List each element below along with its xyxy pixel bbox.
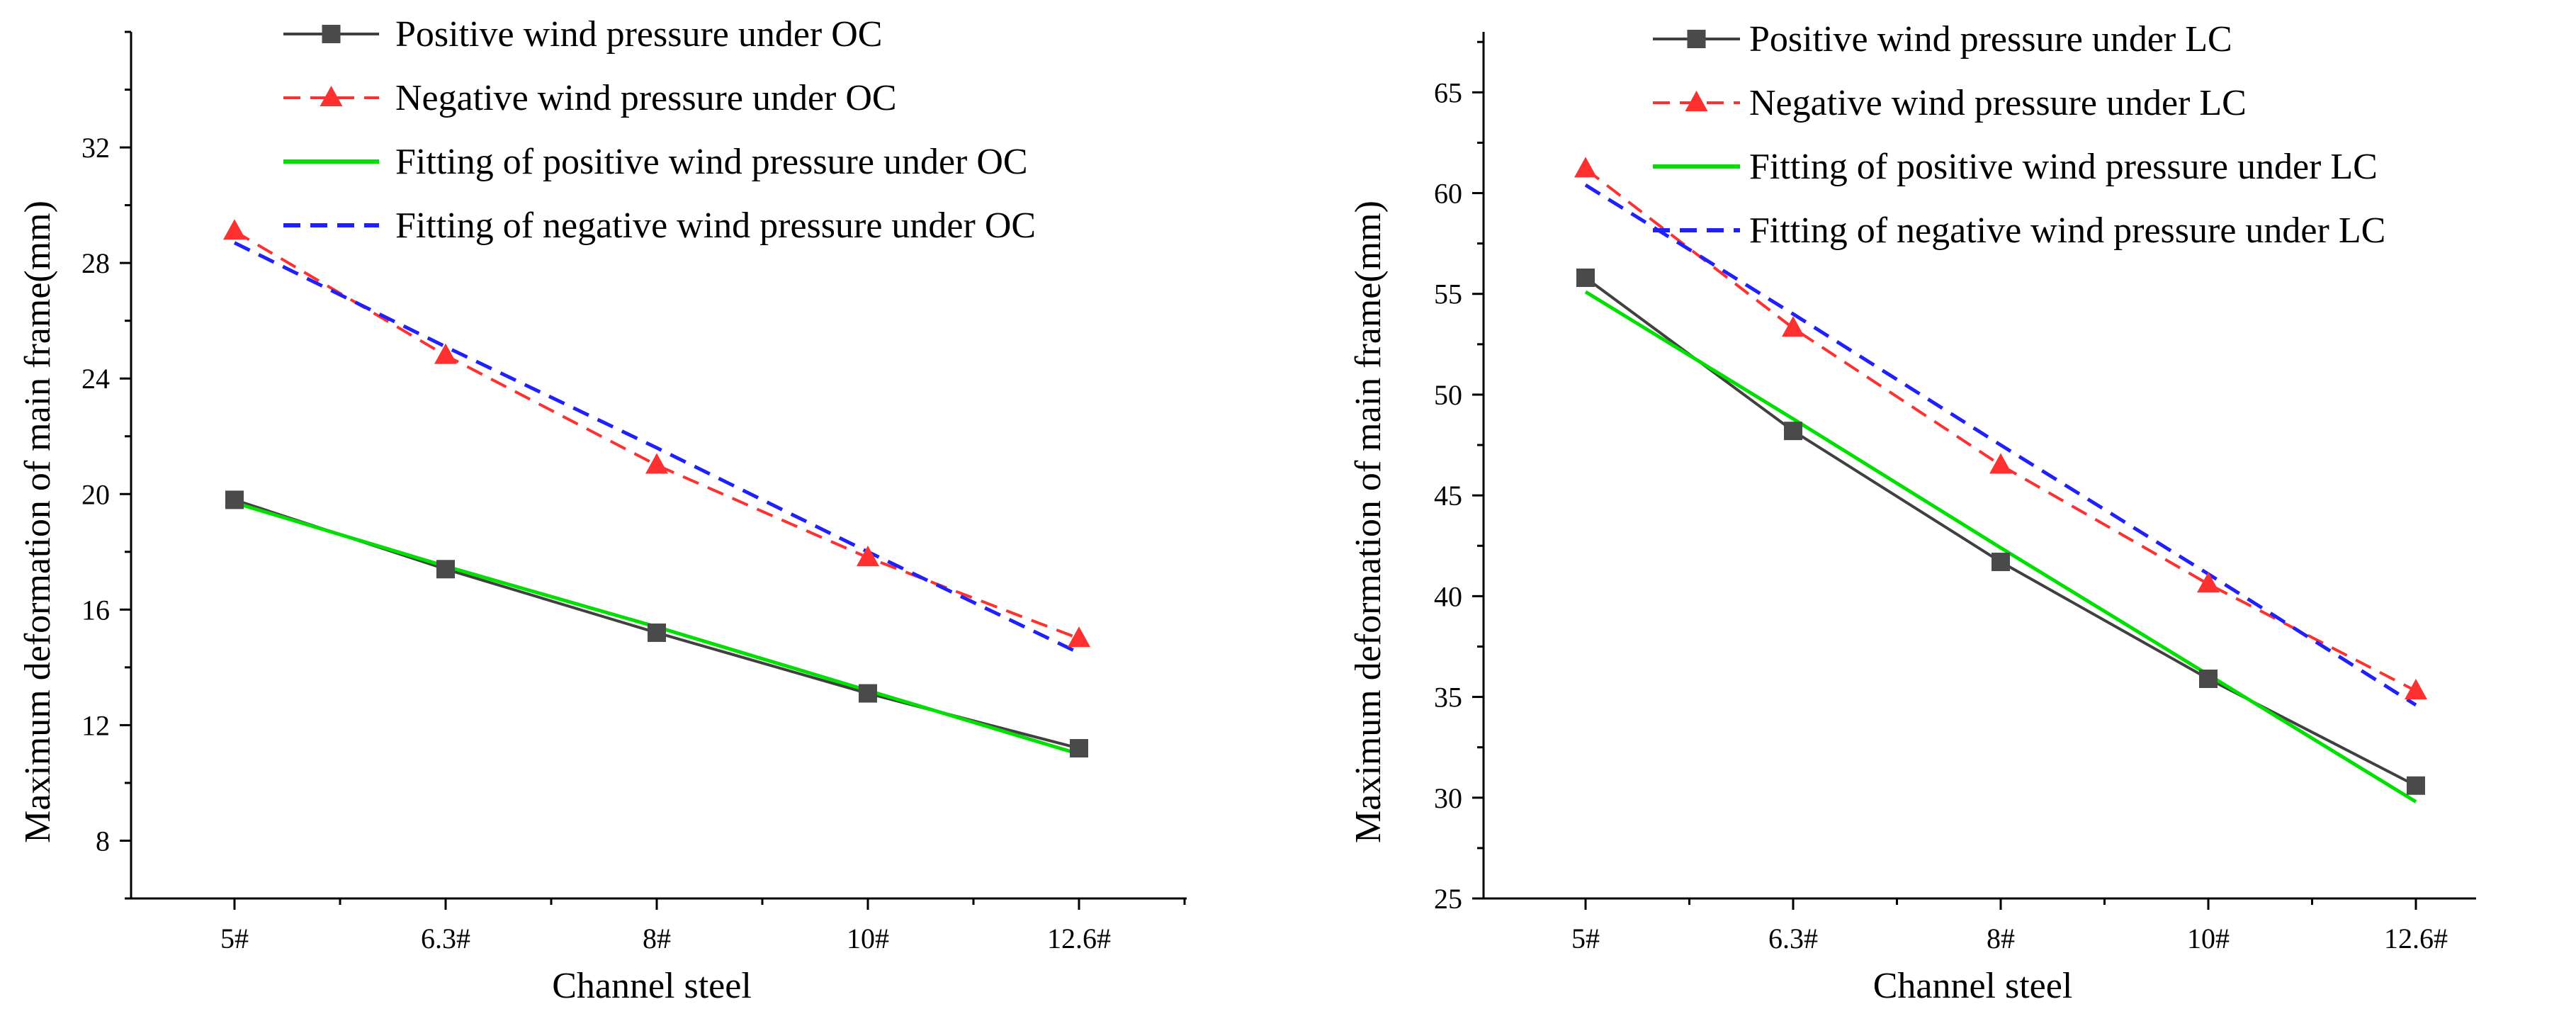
chart-2: 25 30 35 40 45 50 55 60 65 5# 6.3# 8# 10# 12.6# Channe…	[1348, 19, 2476, 1006]
chart-2-series-1-point	[2407, 776, 2425, 795]
chart-2-y-axis-label: Maximum deformation of main frame(mm)	[1348, 201, 1389, 843]
chart-1-series-2-point	[223, 219, 246, 240]
chart-2-y-tick-label: 35	[1434, 682, 1462, 714]
chart-2-x-tick-label: 10#	[2187, 923, 2230, 954]
chart-1-legend-marker	[322, 25, 341, 43]
chart-2-x-tick-label: 8#	[1987, 923, 2015, 954]
chart-1-legend-entry: Negative wind pressure under OC	[395, 78, 897, 118]
chart-2-legend-marker	[1685, 91, 1708, 111]
chart-1-series-1-point	[436, 560, 455, 579]
chart-1-series-2-point	[645, 453, 668, 474]
chart-1-y-tick-label: 32	[81, 132, 110, 164]
chart-2-y-tick-label: 25	[1434, 883, 1462, 915]
chart-2-y-tick-label: 55	[1434, 278, 1462, 310]
chart-1-x-axis-label: Channel steel	[552, 966, 752, 1006]
chart-1-series-2-point	[857, 545, 879, 566]
chart-1-y-tick-label: 12	[81, 709, 110, 741]
chart-2-legend-entry: Fitting of negative wind pressure under …	[1749, 210, 2385, 251]
chart-1-series-2-line	[233, 230, 1080, 640]
chart-2-series-2-point	[1574, 157, 1597, 178]
chart-1-y-tick-label: 8	[96, 825, 110, 857]
chart-1-y-tick-label: 24	[81, 363, 110, 395]
chart-2-x-tick-label: 6.3#	[1768, 923, 1818, 954]
chart-2-legend-entry: Positive wind pressure under LC	[1749, 19, 2232, 60]
chart-2-series-2-point	[2405, 679, 2427, 700]
chart-1-series-1-point	[648, 623, 666, 642]
chart-2-series-2-line	[1584, 167, 2417, 692]
chart-2-series-1-point	[1992, 553, 2010, 572]
chart-1-series-2-point	[434, 343, 457, 364]
chart-2-series-4-line	[1584, 184, 2417, 707]
chart-1-series-1-point	[859, 684, 877, 703]
chart-1-x-tick-label: 6.3#	[421, 923, 470, 954]
chart-2-x-axis-label: Channel steel	[1873, 966, 2073, 1006]
chart-2-series-2-point	[2197, 572, 2220, 593]
chart-1-legend-entry: Fitting of negative wind pressure under …	[395, 205, 1036, 246]
chart-2-legend-entry: Fitting of positive wind pressure under …	[1749, 147, 2378, 187]
chart-1-y-axis-label: Maximum deformation of main frame(mm)	[18, 201, 58, 843]
chart-2-legend-entry: Negative wind pressure under LC	[1749, 83, 2247, 123]
chart-1-legend-marker	[320, 86, 343, 106]
chart-2-series-1-point	[2199, 669, 2218, 688]
chart-2-y-tick-label: 65	[1434, 77, 1462, 108]
chart-2-series-2-point	[1989, 453, 2012, 474]
chart-2-legend-marker	[1687, 30, 1706, 48]
chart-1-legend-entry: Positive wind pressure under OC	[395, 14, 882, 55]
chart-1-x-tick-label: 12.6#	[1047, 923, 1111, 954]
chart-1-y-tick-label: 28	[81, 247, 110, 279]
chart-2-x-tick-label: 12.6#	[2384, 923, 2448, 954]
chart-2-y-tick-label: 40	[1434, 580, 1462, 612]
chart-1-x-tick-label: 5#	[220, 923, 249, 954]
chart-1-legend-entry: Fitting of positive wind pressure under …	[395, 142, 1028, 182]
chart-2-y-tick-label: 45	[1434, 480, 1462, 512]
chart-2-y-tick-label: 60	[1434, 178, 1462, 210]
chart-1-x-tick-label: 10#	[847, 923, 889, 954]
chart-2-x-tick-label: 5#	[1571, 923, 1600, 954]
chart-2-series-2-point	[1782, 316, 1804, 337]
chart-2-y-tick-label: 50	[1434, 379, 1462, 411]
chart-1-y-tick-label: 20	[81, 478, 110, 510]
chart-2-series-1-line	[1584, 276, 2417, 787]
chart-1-y-tick-label: 16	[81, 594, 110, 626]
chart-1-x-tick-label: 8#	[643, 923, 671, 954]
chart-1-series-1-point	[1070, 739, 1088, 758]
chart-1-series-1-point	[225, 490, 244, 509]
chart-1-series-2-point	[1068, 626, 1090, 648]
chart-2-y-tick-label: 30	[1434, 782, 1462, 814]
chart-2-series-1-point	[1576, 268, 1595, 287]
chart-1: 8 12 16 20 24 28 32 5# 6.3# 8# 10# 12.6# Channel ste…	[18, 14, 1187, 1006]
chart-2-series-1-point	[1784, 422, 1802, 441]
chart-1-series-4-line	[233, 241, 1080, 655]
chart-2-series-3-line	[1584, 290, 2417, 804]
